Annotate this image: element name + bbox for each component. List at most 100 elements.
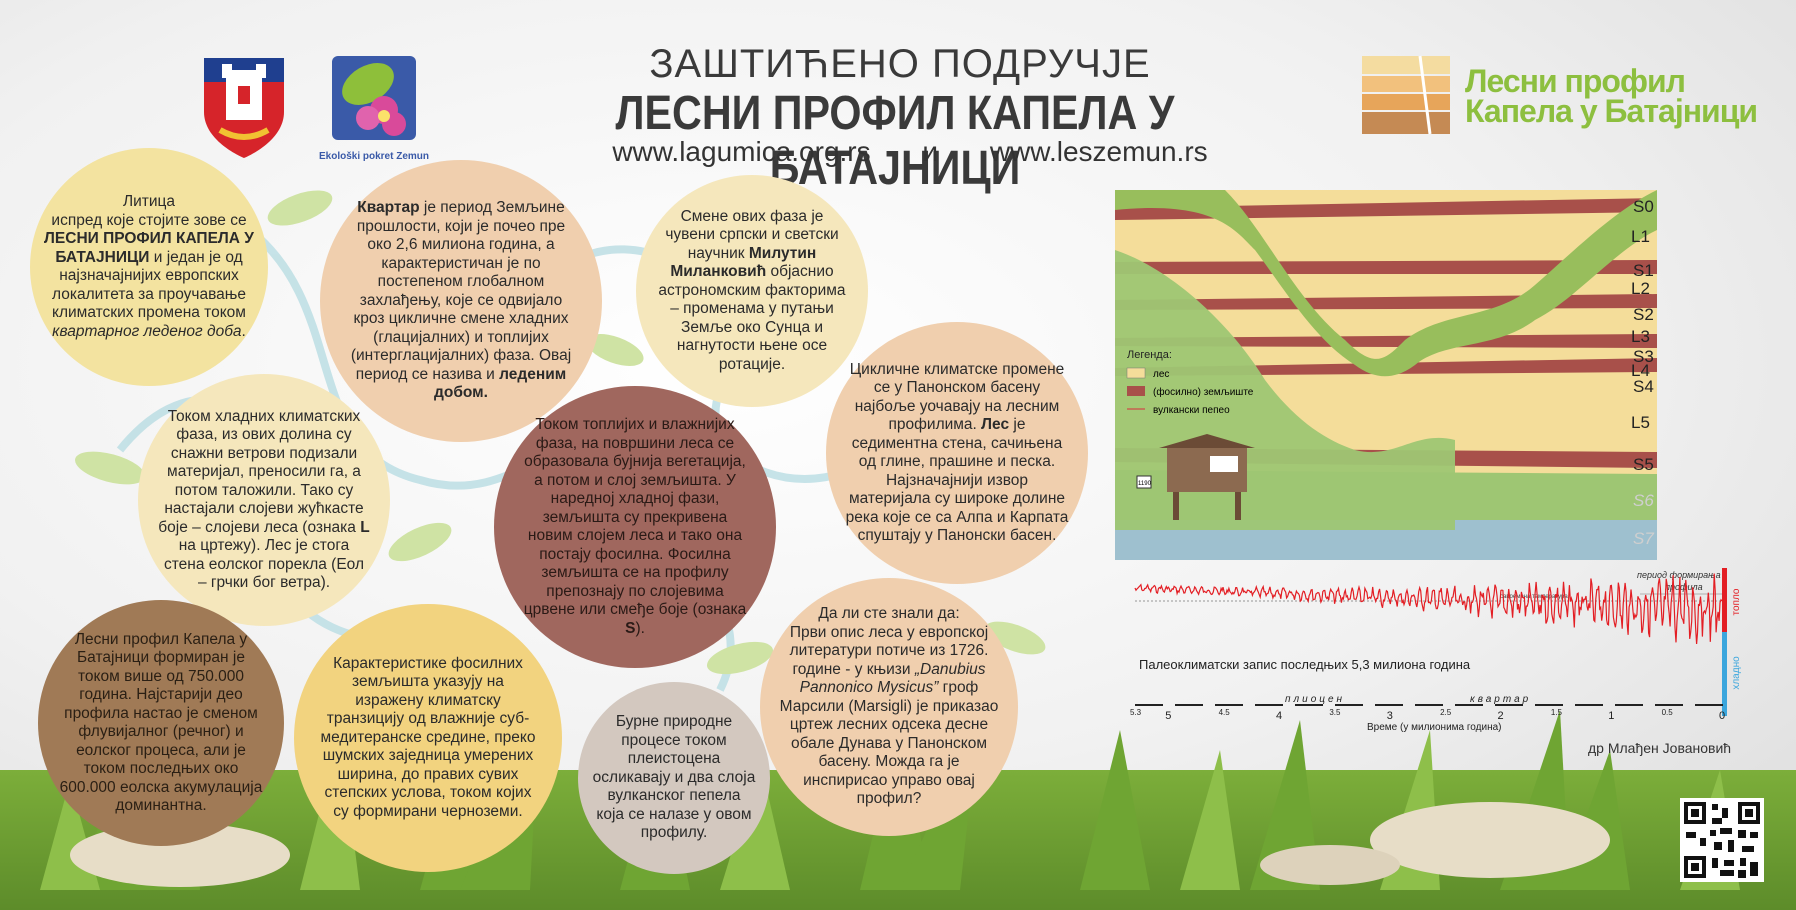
circle-bold: L [360, 518, 370, 536]
layer-label: L1 [1631, 227, 1650, 246]
circle-italic: „Danubius Pannonico Mysicus” [799, 660, 986, 697]
circle-text: је период Земљине прошлости, који је поч… [350, 199, 572, 383]
layer-label: S7 [1633, 529, 1654, 548]
url-separator: и [922, 136, 939, 167]
info-circle-did-you-know: Да ли сте знали да: Први опис леса у евро… [760, 578, 1018, 836]
circle-text: Лесни профил Капела у Батајници формиран… [59, 630, 263, 815]
x-axis-label: Време (у милионима година) [1367, 722, 1502, 733]
circle-text: на цртежу). Лес је стога стена еолског п… [163, 537, 365, 591]
circle-text: Карактеристике фосилних земљишта указују… [320, 654, 536, 820]
layer-label: S6 [1633, 491, 1654, 510]
url-lagumica-link[interactable]: www.lagumica.org.rs [612, 136, 871, 167]
sign-label: 1190 [1138, 481, 1152, 487]
loess-profile-brand: Лесни профил Капела у Батајници [1465, 63, 1758, 127]
minor-tick-label: 4.5 [1219, 708, 1231, 717]
circle-italic: квартарног леденог доба [52, 322, 242, 340]
circle-text: Цикличне климатске промене се у Панонско… [849, 360, 1065, 434]
major-tick-label: 5 [1165, 710, 1171, 722]
formation-label: период формирања [1637, 570, 1721, 580]
info-circle-milankovic: Смене ових фаза је чувени српски и светс… [636, 175, 868, 407]
major-tick-label: 1 [1608, 710, 1614, 722]
layer-label: S4 [1633, 377, 1654, 396]
circle-bold: Милутин Миланковић [670, 244, 817, 281]
layer-label: L5 [1631, 413, 1650, 432]
author-credit: др Млађен Јовановић [1588, 740, 1732, 756]
info-circle-cold-phases: Током хладних климатских фаза, из ових д… [138, 374, 390, 626]
circle-text: гроф Марсили (Marsigli) је приказао црте… [779, 679, 999, 808]
circle-text: Литица [122, 193, 176, 210]
circle-text: испред које стојите зове се [51, 211, 247, 229]
ecology-movement-logo [332, 56, 416, 140]
circle-text: Да ли сте знали да: [818, 605, 960, 623]
title-protected-area: ЗАШТИЋЕНО ПОДРУЧЈЕ [649, 42, 1151, 86]
url-leszemun-link[interactable]: www.leszemun.rs [989, 136, 1208, 167]
layer-label: S2 [1633, 305, 1654, 324]
info-circle-profile-age: Лесни профил Капела у Батајници формиран… [38, 600, 284, 846]
layer-label: S0 [1633, 197, 1654, 216]
legend-title: Легенда: [1127, 349, 1172, 361]
layer-label: L2 [1631, 279, 1650, 298]
ecology-logo-label: Ekološki pokret Zemun [318, 151, 430, 162]
house-icon [1159, 434, 1255, 520]
belgrade-coat-of-arms-logo [204, 58, 284, 158]
url-row: www.lagumica.org.rs и www.leszemun.rs [560, 136, 1260, 168]
paleoclimate-chart: савремена температура период формирања п… [1130, 568, 1742, 733]
chart-caption: Палеоклиматски запис последњих 5,3 милио… [1139, 657, 1471, 672]
epoch-quaternary: квартар [1470, 694, 1531, 705]
epoch-pliocene: плиоцен [1285, 694, 1345, 705]
valley-vegetation [1115, 190, 1657, 377]
minor-tick-label: 3.5 [1329, 708, 1341, 717]
info-circle-warm-phases: Током топлијих и влажнијих фаза, на повр… [494, 386, 776, 668]
circle-bold: ЛЕСНИ ПРОФИЛ КАПЕЛА У БАТАЈНИЦИ [44, 230, 254, 266]
layer-label: L4 [1631, 361, 1650, 380]
circle-bold: Квартар [357, 199, 420, 217]
layer-label: S1 [1633, 261, 1654, 280]
circle-text: Током топлијих и влажнијих фаза, на повр… [523, 416, 747, 618]
circle-text: Први опис леса у европској литератури по… [789, 623, 989, 678]
modern-temperature-label: савремена температура [1500, 594, 1568, 600]
time-ticks: 5 4 3 2 1 0 5.3 4.5 3.5 2.5 1.5 0.5 [1130, 708, 1725, 722]
formation-label-2: профила [1665, 582, 1703, 592]
major-tick-label: 4 [1276, 710, 1282, 722]
circle-text: Смене ових фаза је чувени српски и светс… [665, 207, 839, 262]
circle-text: објаснио астрономским факторима – промен… [658, 263, 846, 373]
minor-tick-label: 0.5 [1662, 708, 1674, 717]
loess-profile-logo-icon [1362, 55, 1450, 135]
minor-tick-label: 1.5 [1551, 708, 1563, 717]
info-circle-loess: Цикличне климатске промене се у Панонско… [826, 322, 1088, 584]
info-circle-quaternary: Квартар је период Земљине прошлости, кој… [320, 160, 602, 442]
brand-line-1: Лесни профил [1465, 63, 1686, 99]
circle-bold: леденим добом. [434, 365, 567, 402]
circle-text: је седиментна стена, сачињена од глине, … [845, 416, 1069, 544]
legend-soil: (фосилно) земљиште [1153, 386, 1254, 398]
circle-text: Током хладних климатских фаза, из ових д… [158, 407, 364, 536]
circle-text: ). [635, 619, 645, 637]
circle-text: Бурне природне процесе током плеистоцена… [592, 713, 756, 842]
major-tick-label: 0 [1719, 710, 1725, 722]
major-tick-label: 2 [1497, 710, 1503, 722]
climate-series-line [1134, 573, 1723, 645]
minor-tick-label: 2.5 [1440, 708, 1452, 717]
sign-icon [1136, 475, 1152, 489]
qr-code-icon[interactable] [1680, 798, 1764, 882]
stone-right [1370, 802, 1610, 878]
major-tick-label: 3 [1387, 710, 1393, 722]
page-title: ЛЕСНИ ПРОФИЛ КАПЕЛА У БАТАЈНИЦИ [615, 87, 1175, 195]
circle-text: и један је од најзначајнијих европских л… [52, 248, 246, 322]
layer-label: L3 [1631, 327, 1650, 346]
warm-bar [1722, 568, 1727, 632]
warm-label: топло [1731, 588, 1742, 615]
cold-label: хладно [1731, 656, 1742, 690]
cold-bar [1722, 632, 1727, 716]
minor-tick-label: 5.3 [1130, 708, 1142, 717]
layer-label: S5 [1633, 455, 1654, 474]
info-circle-volcanic-ash: Бурне природне процесе током плеистоцена… [578, 682, 770, 874]
layer-label: S3 [1633, 347, 1654, 366]
circle-bold: Лес [981, 416, 1010, 433]
info-circle-cliff: Литица испред које стојите зове се ЛЕСНИ … [30, 148, 268, 386]
legend-ash: вулкански пепео [1153, 405, 1230, 416]
diagram-legend: Легенда: лес (фосилно) земљиште вулканск… [1126, 349, 1254, 416]
profile-cross-section-diagram: 1190 Легенда: лес (фосилно) земљиште вул… [1115, 190, 1657, 560]
legend-loess: лес [1153, 369, 1169, 380]
circle-text: . [241, 322, 246, 340]
